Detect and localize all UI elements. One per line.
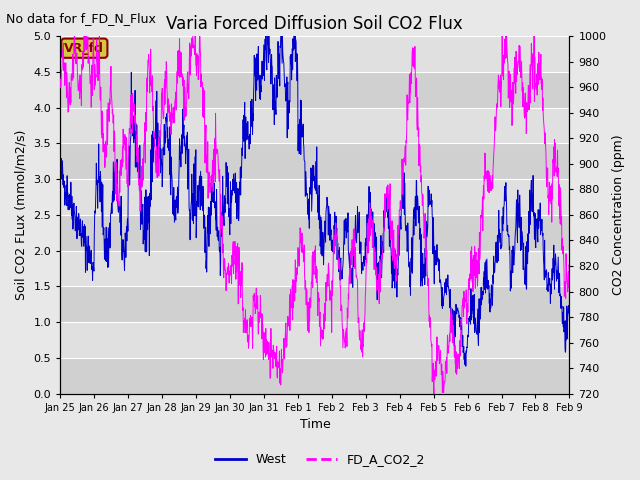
Bar xyxy=(60,179,570,215)
Y-axis label: CO2 Concentration (ppm): CO2 Concentration (ppm) xyxy=(612,134,625,295)
Bar xyxy=(60,108,570,144)
Y-axis label: Soil CO2 FLux (mmol/m2/s): Soil CO2 FLux (mmol/m2/s) xyxy=(15,130,28,300)
Bar xyxy=(60,144,570,179)
Bar xyxy=(60,72,570,108)
Bar xyxy=(60,251,570,287)
Text: No data for f_FD_N_Flux: No data for f_FD_N_Flux xyxy=(6,12,156,25)
Bar xyxy=(60,322,570,358)
Title: Varia Forced Diffusion Soil CO2 Flux: Varia Forced Diffusion Soil CO2 Flux xyxy=(166,15,463,33)
Text: VR_fd: VR_fd xyxy=(65,42,104,55)
Bar xyxy=(60,215,570,251)
X-axis label: Time: Time xyxy=(300,419,330,432)
Legend: West, FD_A_CO2_2: West, FD_A_CO2_2 xyxy=(210,448,430,471)
Bar xyxy=(60,36,570,72)
Bar xyxy=(60,358,570,394)
Bar xyxy=(60,287,570,322)
